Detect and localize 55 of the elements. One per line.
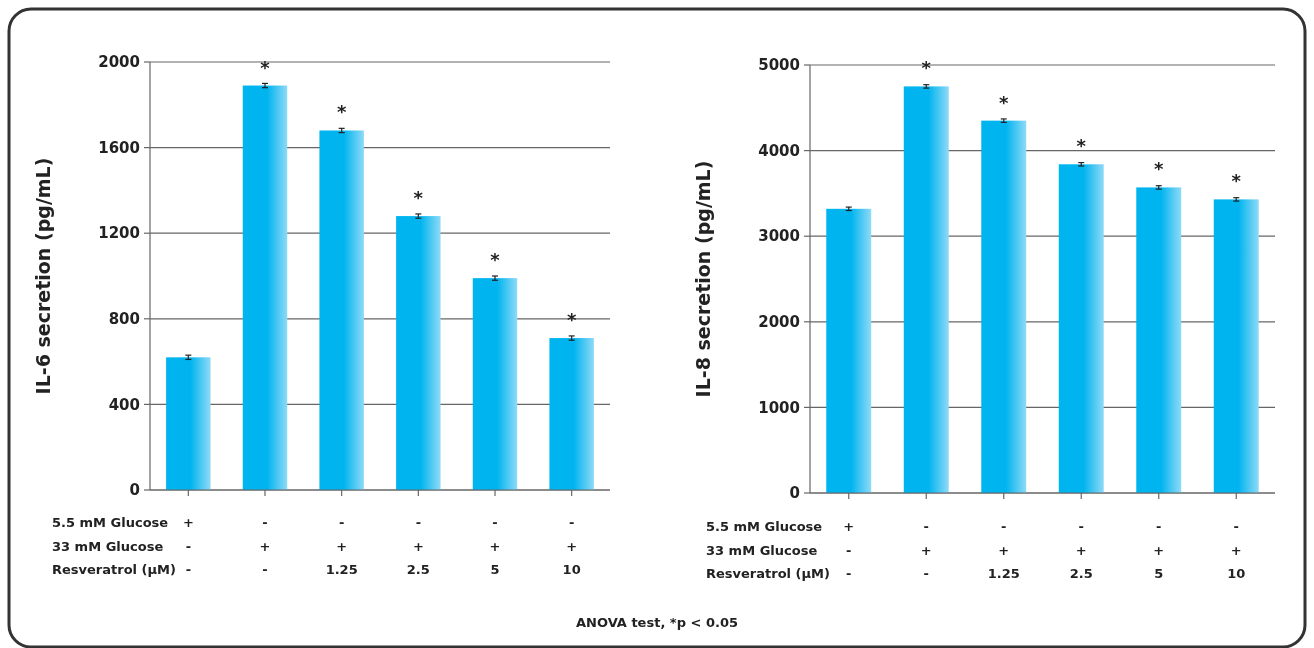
annotation: * xyxy=(336,101,347,123)
annotation: * xyxy=(999,91,1010,113)
bar xyxy=(826,208,872,493)
y-tick-label: 0 xyxy=(129,481,140,500)
annotation: * xyxy=(490,249,501,271)
bar xyxy=(903,86,949,493)
y-tick-label: 3000 xyxy=(758,227,800,246)
bar xyxy=(472,278,518,490)
y-tick-label: 2000 xyxy=(98,53,140,72)
annotation: * xyxy=(566,309,577,331)
text: 33 mM Glucose xyxy=(706,542,818,558)
bar xyxy=(981,120,1027,493)
annotation: * xyxy=(921,57,932,79)
bar xyxy=(319,130,364,490)
annotation: * xyxy=(1154,158,1165,180)
text: 5.5 mM Glucose xyxy=(52,515,169,530)
bar xyxy=(396,216,441,490)
bar xyxy=(166,357,211,490)
text: 33 mM Glucose xyxy=(52,538,164,554)
text: Resveratrol (µM) xyxy=(52,562,176,577)
annotation: * xyxy=(413,187,424,209)
y-tick-label: 1200 xyxy=(98,224,140,243)
x-tick-label: - + 1.25 xyxy=(987,519,1020,581)
y-tick-label: 1600 xyxy=(98,138,140,157)
bar xyxy=(549,338,594,490)
annotation: * xyxy=(1076,135,1087,157)
text: Resveratrol (µM) xyxy=(706,566,830,581)
x-tick-label: - + 2.5 xyxy=(406,515,430,577)
text: 5.5 mM Glucose xyxy=(706,519,823,534)
y-tick-label: 0 xyxy=(789,484,800,503)
y-tick-label: 1000 xyxy=(758,398,800,417)
x-tick-label: - + 10 xyxy=(562,515,581,577)
y-tick-label: 400 xyxy=(108,395,140,414)
x-tick-label: - + 5 xyxy=(489,515,501,577)
x-tick-label: + - - xyxy=(843,519,855,581)
x-tick-label: - + 2.5 xyxy=(1069,519,1093,581)
x-tick-label: + - - xyxy=(182,515,194,577)
text: ANOVA test, *p < 0.05 xyxy=(576,615,738,630)
x-tick-label: - + - xyxy=(259,515,271,577)
annotation: * xyxy=(260,56,271,78)
x-tick-label: - + 10 xyxy=(1227,519,1246,581)
x-tick-label: - + - xyxy=(920,519,932,581)
bar xyxy=(1136,187,1182,493)
y-tick-label: 2000 xyxy=(758,313,800,332)
y-tick-label: 4000 xyxy=(758,141,800,160)
bar xyxy=(242,85,288,490)
y-axis-title: IL-6 secretion (pg/mL) xyxy=(32,157,54,395)
y-tick-label: 5000 xyxy=(758,56,800,75)
y-tick-label: 800 xyxy=(108,310,140,329)
annotation: * xyxy=(1231,170,1242,192)
y-axis-title: IL-8 secretion (pg/mL) xyxy=(692,160,714,398)
x-tick-label: - + 1.25 xyxy=(325,515,358,577)
bar xyxy=(1213,199,1259,493)
bar xyxy=(1058,164,1104,493)
x-tick-label: - + 5 xyxy=(1153,519,1165,581)
